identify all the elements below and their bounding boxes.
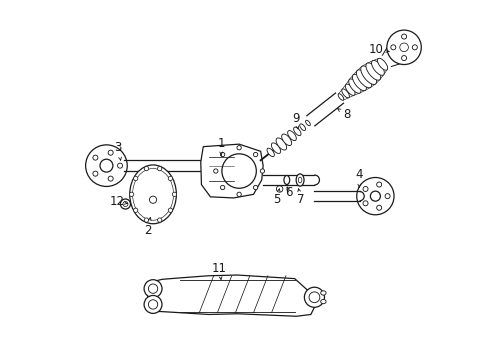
Ellipse shape <box>371 60 384 75</box>
Ellipse shape <box>352 74 366 91</box>
Circle shape <box>237 145 241 150</box>
Ellipse shape <box>341 89 349 98</box>
Text: 5: 5 <box>272 189 280 206</box>
Circle shape <box>222 154 256 188</box>
Polygon shape <box>147 275 317 316</box>
Circle shape <box>172 192 176 197</box>
Circle shape <box>157 166 162 171</box>
Circle shape <box>220 152 224 157</box>
Circle shape <box>168 208 172 212</box>
Circle shape <box>213 169 218 173</box>
Circle shape <box>253 185 257 190</box>
Circle shape <box>144 218 148 222</box>
Ellipse shape <box>287 131 296 141</box>
Circle shape <box>220 185 224 190</box>
Text: 3: 3 <box>114 141 122 160</box>
Circle shape <box>304 287 324 307</box>
Text: 9: 9 <box>291 112 299 129</box>
Ellipse shape <box>345 84 354 95</box>
Ellipse shape <box>281 134 291 145</box>
Polygon shape <box>201 144 263 198</box>
Circle shape <box>237 192 241 197</box>
Text: 6: 6 <box>285 186 292 199</box>
Circle shape <box>157 218 162 222</box>
Ellipse shape <box>271 143 280 153</box>
Circle shape <box>133 208 138 212</box>
Circle shape <box>260 169 264 173</box>
Ellipse shape <box>365 63 380 80</box>
Ellipse shape <box>320 300 325 304</box>
Circle shape <box>253 152 257 157</box>
Circle shape <box>144 296 162 314</box>
Circle shape <box>168 176 172 181</box>
Text: 1: 1 <box>217 136 224 155</box>
Ellipse shape <box>293 127 301 136</box>
Text: 10: 10 <box>368 42 388 55</box>
Ellipse shape <box>296 174 304 186</box>
Circle shape <box>133 176 138 181</box>
Ellipse shape <box>305 120 310 126</box>
Ellipse shape <box>377 58 387 70</box>
Ellipse shape <box>266 148 274 157</box>
Ellipse shape <box>299 124 305 131</box>
Ellipse shape <box>360 66 376 85</box>
Text: 12: 12 <box>109 195 127 208</box>
Circle shape <box>129 192 134 197</box>
Text: 4: 4 <box>355 168 362 187</box>
Ellipse shape <box>338 94 343 100</box>
Circle shape <box>386 30 421 64</box>
Text: 11: 11 <box>211 262 226 279</box>
Ellipse shape <box>348 79 360 93</box>
Text: 7: 7 <box>297 189 305 206</box>
Text: 8: 8 <box>337 108 350 121</box>
Ellipse shape <box>276 138 286 150</box>
Ellipse shape <box>129 165 176 224</box>
Ellipse shape <box>284 176 289 184</box>
Text: 2: 2 <box>143 217 151 237</box>
Ellipse shape <box>356 70 371 88</box>
Circle shape <box>144 280 162 298</box>
Ellipse shape <box>320 291 325 295</box>
Circle shape <box>120 199 130 209</box>
Circle shape <box>144 166 148 171</box>
